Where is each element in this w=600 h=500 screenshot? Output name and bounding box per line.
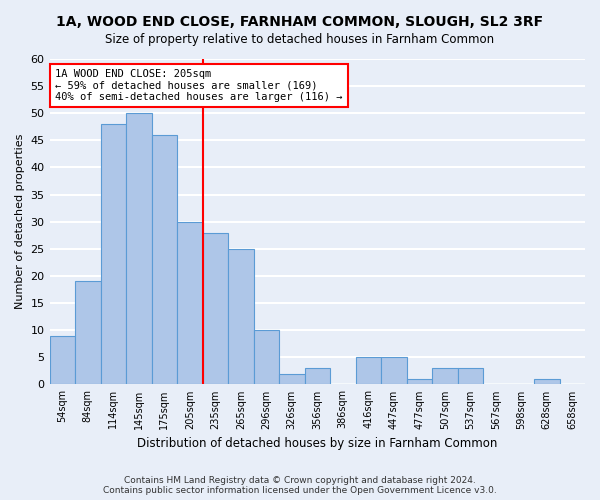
- Text: 1A WOOD END CLOSE: 205sqm
← 59% of detached houses are smaller (169)
40% of semi: 1A WOOD END CLOSE: 205sqm ← 59% of detac…: [55, 69, 343, 102]
- Bar: [203, 232, 228, 384]
- Text: Contains HM Land Registry data © Crown copyright and database right 2024.
Contai: Contains HM Land Registry data © Crown c…: [103, 476, 497, 495]
- Bar: [407, 379, 432, 384]
- Y-axis label: Number of detached properties: Number of detached properties: [15, 134, 25, 310]
- X-axis label: Distribution of detached houses by size in Farnham Common: Distribution of detached houses by size …: [137, 437, 497, 450]
- Bar: [254, 330, 279, 384]
- Bar: [356, 358, 381, 384]
- Bar: [126, 113, 152, 384]
- Bar: [381, 358, 407, 384]
- Bar: [152, 135, 177, 384]
- Bar: [432, 368, 458, 384]
- Bar: [75, 282, 101, 385]
- Bar: [50, 336, 75, 384]
- Bar: [458, 368, 483, 384]
- Bar: [228, 249, 254, 384]
- Bar: [177, 222, 203, 384]
- Bar: [305, 368, 330, 384]
- Bar: [534, 379, 560, 384]
- Bar: [101, 124, 126, 384]
- Text: Size of property relative to detached houses in Farnham Common: Size of property relative to detached ho…: [106, 32, 494, 46]
- Text: 1A, WOOD END CLOSE, FARNHAM COMMON, SLOUGH, SL2 3RF: 1A, WOOD END CLOSE, FARNHAM COMMON, SLOU…: [56, 15, 544, 29]
- Bar: [279, 374, 305, 384]
